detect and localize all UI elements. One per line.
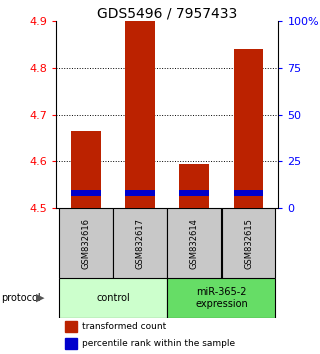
FancyBboxPatch shape bbox=[59, 208, 113, 278]
Bar bbox=[180, 189, 209, 196]
FancyBboxPatch shape bbox=[167, 208, 221, 278]
Text: percentile rank within the sample: percentile rank within the sample bbox=[82, 339, 235, 348]
Bar bbox=[65, 321, 77, 332]
Text: GSM832617: GSM832617 bbox=[136, 218, 145, 269]
Text: GSM832615: GSM832615 bbox=[244, 218, 253, 269]
Text: GSM832616: GSM832616 bbox=[81, 218, 90, 269]
Bar bbox=[71, 189, 101, 196]
FancyBboxPatch shape bbox=[167, 278, 276, 318]
Bar bbox=[180, 164, 209, 208]
Bar bbox=[71, 131, 101, 208]
FancyBboxPatch shape bbox=[113, 208, 167, 278]
Text: protocol: protocol bbox=[2, 293, 41, 303]
Bar bbox=[125, 189, 155, 196]
Text: ▶: ▶ bbox=[36, 293, 44, 303]
Text: miR-365-2
expression: miR-365-2 expression bbox=[195, 287, 248, 309]
Text: transformed count: transformed count bbox=[82, 322, 166, 331]
Bar bbox=[234, 189, 263, 196]
FancyBboxPatch shape bbox=[59, 278, 167, 318]
Title: GDS5496 / 7957433: GDS5496 / 7957433 bbox=[97, 6, 237, 20]
Bar bbox=[65, 338, 77, 349]
Text: control: control bbox=[96, 293, 130, 303]
Bar bbox=[125, 21, 155, 208]
Text: GSM832614: GSM832614 bbox=[190, 218, 199, 269]
FancyBboxPatch shape bbox=[222, 208, 276, 278]
Bar bbox=[234, 49, 263, 208]
